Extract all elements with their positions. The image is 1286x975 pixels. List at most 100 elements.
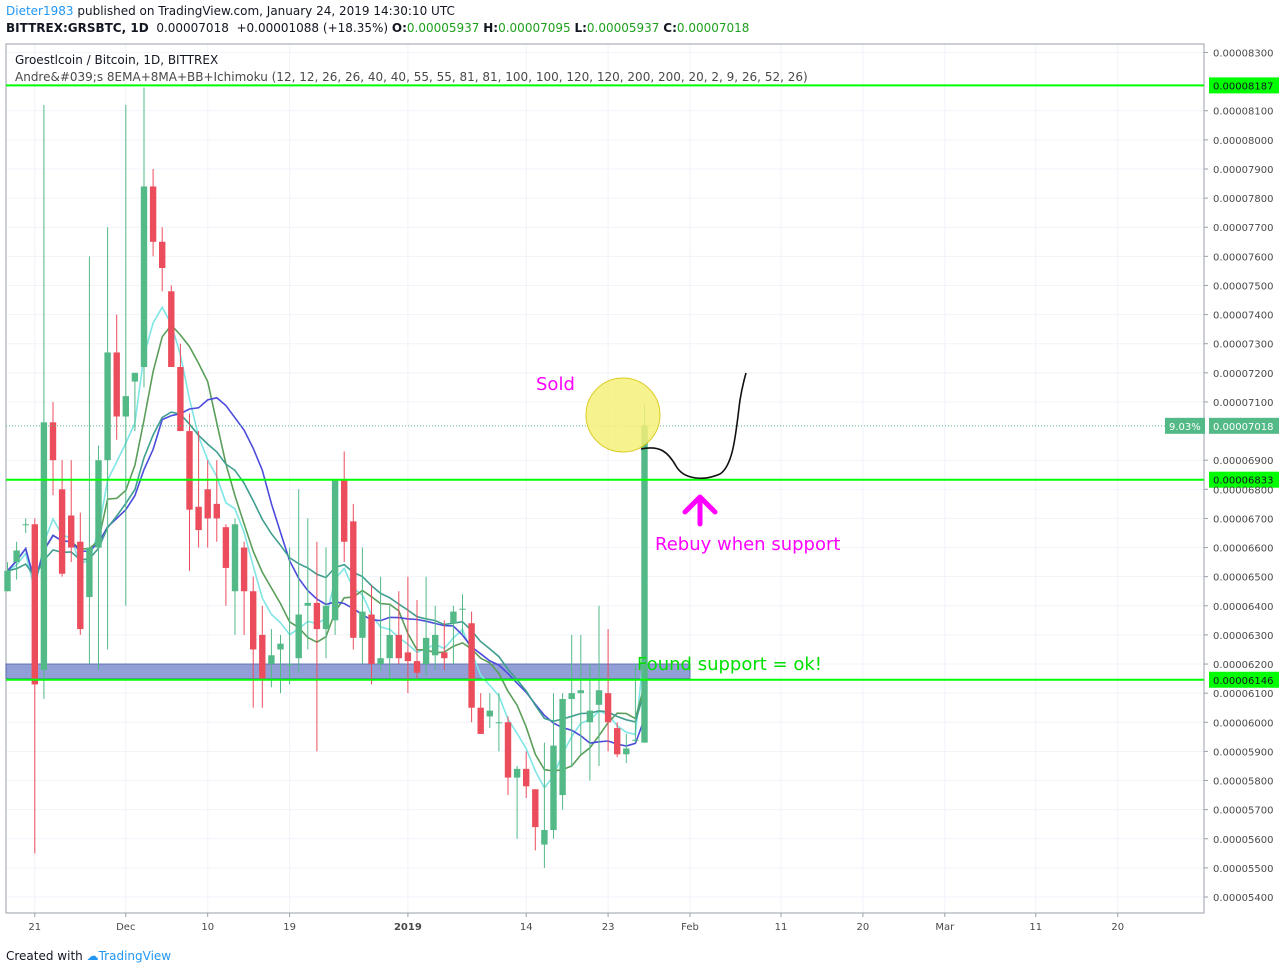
- sold-circle: [585, 377, 661, 453]
- candle-body: [22, 524, 29, 526]
- candle-body: [586, 710, 594, 723]
- last-price-text: 0.00007018: [1213, 422, 1273, 433]
- candle-body: [250, 591, 257, 650]
- candle-body: [140, 186, 148, 368]
- y-tick-label: 0.00006400: [1213, 602, 1273, 613]
- y-tick-label: 0.00006100: [1213, 689, 1273, 700]
- candle-body: [277, 643, 284, 650]
- candle-body: [568, 693, 575, 699]
- support-zone-rect: [5, 663, 691, 680]
- candle-body: [31, 524, 38, 685]
- y-tick-label: 0.00005800: [1213, 777, 1273, 788]
- candle-body: [68, 515, 75, 548]
- publish-info: published on TradingView.com, January 24…: [77, 4, 455, 18]
- candle-body: [222, 527, 230, 568]
- x-tick-label: Mar: [935, 922, 955, 933]
- close-label: C:: [663, 21, 677, 35]
- candle-body: [131, 372, 139, 382]
- candle-body: [86, 547, 93, 598]
- candle-body: [386, 634, 393, 659]
- time-axis[interactable]: 21 Dec 10 19 2019 14 23 Feb 11 20 Mar 11 20: [28, 913, 1124, 933]
- plot-frame: [5, 43, 1205, 914]
- y-tick-label: 0.00005500: [1213, 864, 1273, 875]
- candle-body: [295, 614, 302, 659]
- found-support-label: Found support = ok!: [637, 654, 822, 675]
- candle-body: [313, 602, 321, 630]
- candle-body: [404, 652, 412, 662]
- candle-body: [231, 524, 239, 592]
- horizontal-lines: [6, 84, 1204, 681]
- chart-grid: [5, 43, 1205, 914]
- price-label-box: [1209, 77, 1279, 94]
- y-tick-label: 0.00005600: [1213, 835, 1273, 846]
- y-tick-label: 0.00006300: [1213, 631, 1273, 642]
- y-tick-label: 0.00006200: [1213, 660, 1273, 671]
- y-tick-label: 0.00007800: [1213, 194, 1273, 205]
- last-price-box: [1209, 417, 1279, 434]
- candle-body: [77, 541, 84, 630]
- candle-body: [450, 611, 457, 624]
- chart-title: Groestlcoin / Bitcoin, 1D, BITTREX: [15, 53, 219, 67]
- y-tick-label: 0.00007200: [1213, 369, 1273, 380]
- x-tick-label: 2019: [394, 922, 422, 933]
- candle-body: [259, 634, 266, 679]
- price-label-text: 0.00006833: [1213, 476, 1273, 487]
- candle-body: [468, 623, 475, 708]
- candle-body: [95, 460, 102, 548]
- y-tick-label: 0.00005700: [1213, 806, 1273, 817]
- y-tick-label: 0.00006900: [1213, 456, 1273, 467]
- candle-body: [441, 652, 448, 659]
- candle-body: [486, 710, 493, 717]
- candle-body: [4, 570, 11, 592]
- candle-body: [632, 739, 639, 741]
- price-label-text: 0.00008187: [1213, 81, 1273, 92]
- y-tick-label: 0.00006600: [1213, 544, 1273, 555]
- y-tick-label: 0.00007900: [1213, 165, 1273, 176]
- x-tick-label: 10: [201, 922, 214, 933]
- candle-body: [459, 608, 466, 610]
- candle-body: [495, 722, 503, 724]
- candle-body: [113, 352, 120, 417]
- author-name[interactable]: Dieter1983: [6, 4, 74, 18]
- candle-body: [13, 550, 20, 563]
- candle-body: [159, 241, 166, 268]
- y-tick-label: 0.00006700: [1213, 514, 1273, 525]
- indicator-legend[interactable]: Andre&#039;s 8EMA+8MA+BB+Ichimoku (12, 1…: [15, 70, 808, 84]
- y-tick-label: 0.00006800: [1213, 485, 1273, 496]
- candle-body: [359, 611, 366, 638]
- y-tick-label: 0.00005400: [1213, 893, 1273, 904]
- candle-body: [377, 658, 384, 665]
- candle-body: [104, 352, 111, 461]
- x-tick-label: 11: [1029, 922, 1042, 933]
- candle-body: [513, 768, 521, 778]
- support-zone: [5, 663, 691, 680]
- tradingview-brand[interactable]: TradingView: [98, 949, 172, 963]
- candle-body: [614, 728, 621, 755]
- candle-body: [268, 655, 275, 665]
- candle-body: [541, 830, 548, 845]
- price-label-text: 0.00006146: [1213, 676, 1273, 687]
- x-tick-label: 21: [28, 922, 41, 933]
- open-label: O:: [391, 21, 407, 35]
- last-pct-box: [1165, 417, 1205, 434]
- x-tick-label: 20: [1111, 922, 1124, 933]
- x-tick-label: 23: [602, 922, 615, 933]
- low-label: L:: [574, 21, 587, 35]
- y-tick-label: 0.00008100: [1213, 107, 1273, 118]
- candle-body: [350, 521, 357, 638]
- candle-body: [559, 698, 566, 796]
- price-axis[interactable]: 0.00008187 0.00006833 0.00006146 9.03% 0.000…: [1165, 49, 1279, 905]
- candle-body: [49, 422, 57, 461]
- candle-body: [413, 661, 421, 673]
- y-tick-label: 0.00007100: [1213, 398, 1273, 409]
- close-value: 0.00007018: [676, 21, 750, 35]
- candle-body: [477, 707, 484, 734]
- candle-body: [195, 506, 202, 531]
- publish-header: Dieter1983 published on TradingView.com,…: [6, 4, 455, 18]
- candle-body: [604, 693, 612, 723]
- candle-body: [595, 690, 603, 705]
- y-tick-label: 0.00007600: [1213, 252, 1273, 263]
- candle-body: [577, 690, 584, 694]
- tradingview-logo-icon[interactable]: ☁: [86, 949, 99, 963]
